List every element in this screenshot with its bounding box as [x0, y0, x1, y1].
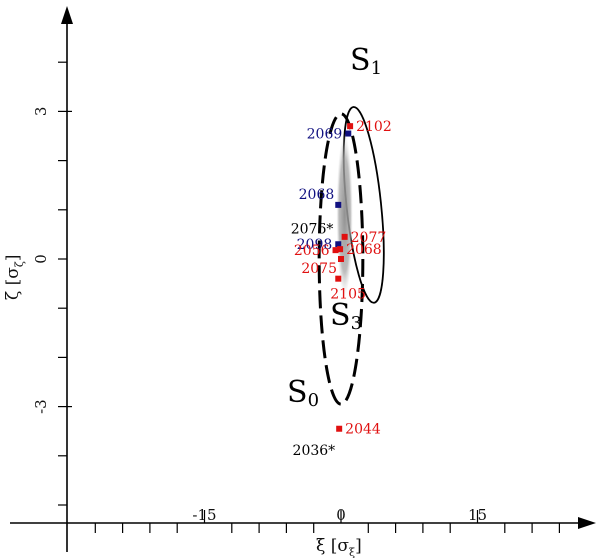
data-point-label: 2075: [301, 261, 337, 277]
region-label-s3: S3: [330, 298, 362, 334]
data-point-label: 2056: [294, 243, 330, 259]
data-point-marker: [335, 275, 342, 282]
x-tick-label: -15: [192, 506, 216, 524]
data-point-label: 2044: [345, 422, 381, 438]
x-tick-label: 15: [468, 506, 487, 524]
data-point-label: 2069: [307, 127, 343, 143]
data-point-marker: [338, 256, 344, 262]
region-label-s1: S1: [350, 43, 382, 79]
data-point-marker: [335, 241, 342, 248]
region-label-s0: S0: [287, 375, 319, 411]
y-tick-label: -3: [32, 399, 50, 414]
data-point-label: 2068: [346, 242, 382, 258]
data-point-marker: [345, 130, 352, 137]
x-tick-label: 0: [336, 506, 346, 524]
data-point-label: 2077: [351, 230, 387, 246]
tick-marks: [58, 61, 561, 533]
data-point-label: 2102: [356, 119, 392, 135]
y-axis-title: ζ [σζ]: [3, 255, 26, 300]
data-point-label: 2068: [299, 187, 335, 203]
x-axis-title: ξ [σξ]: [316, 536, 362, 558]
data-point-marker: [341, 233, 348, 240]
data-point-label: 2105: [330, 287, 366, 303]
data-point-marker: [337, 246, 344, 253]
y-axis-arrow: [61, 6, 73, 24]
regions: S0 S1 S3: [287, 43, 385, 411]
data-point-label: 2098: [297, 237, 333, 253]
data-point-marker: [336, 425, 343, 432]
data-point-label: 2036*: [293, 443, 336, 459]
y-tick-label: 3: [32, 107, 50, 117]
data-point-marker: [335, 201, 342, 208]
data-point-marker: [332, 247, 339, 254]
x-axis-arrow: [578, 517, 596, 529]
data-point-label: 2076*: [291, 221, 334, 237]
data-points: 2102 2069 2068 2076* 2077 2098 2068 2056 2075 210…: [291, 119, 392, 459]
y-tick-label: 0: [32, 254, 50, 264]
region-s3-shade: [336, 133, 353, 296]
data-point-marker: [347, 123, 354, 130]
region-s0-ellipse: [317, 112, 365, 406]
